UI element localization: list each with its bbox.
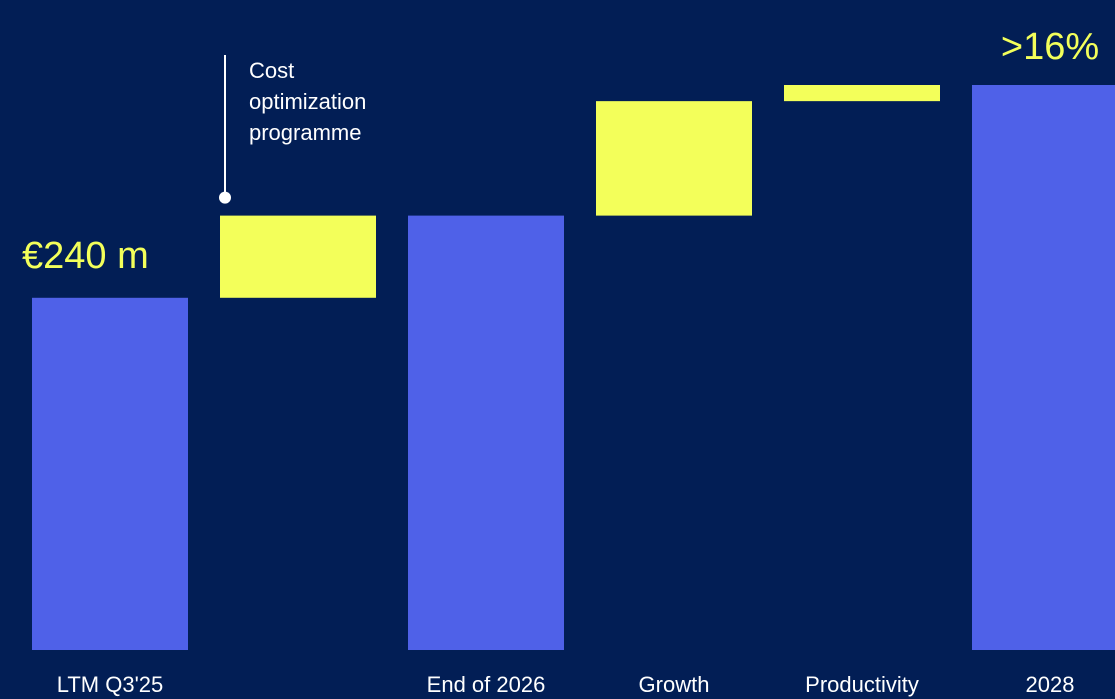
annotation-text-line: Cost [249, 58, 294, 83]
total-bar-end-of-2026 [408, 215, 564, 650]
annotation-text-line: optimization [249, 89, 366, 114]
data-label-end: >16% [1001, 26, 1099, 68]
category-label-productivity: Productivity [805, 672, 919, 697]
increase-bar-productivity [784, 85, 940, 102]
annotation-text-line: programme [249, 120, 361, 145]
total-bar-ltm-q3-25 [32, 297, 188, 650]
data-label-start: €240 m [22, 235, 149, 277]
category-label-2028: 2028 [1026, 672, 1075, 697]
category-label-growth: Growth [639, 672, 710, 697]
increase-bar-cost-optimization [220, 215, 376, 298]
total-bar-2028 [972, 85, 1115, 650]
category-label-ltm-q3-25: LTM Q3'25 [57, 672, 164, 697]
category-label-end-of-2026: End of 2026 [427, 672, 546, 697]
annotation-marker-dot [219, 191, 231, 204]
increase-bar-growth [596, 101, 752, 216]
